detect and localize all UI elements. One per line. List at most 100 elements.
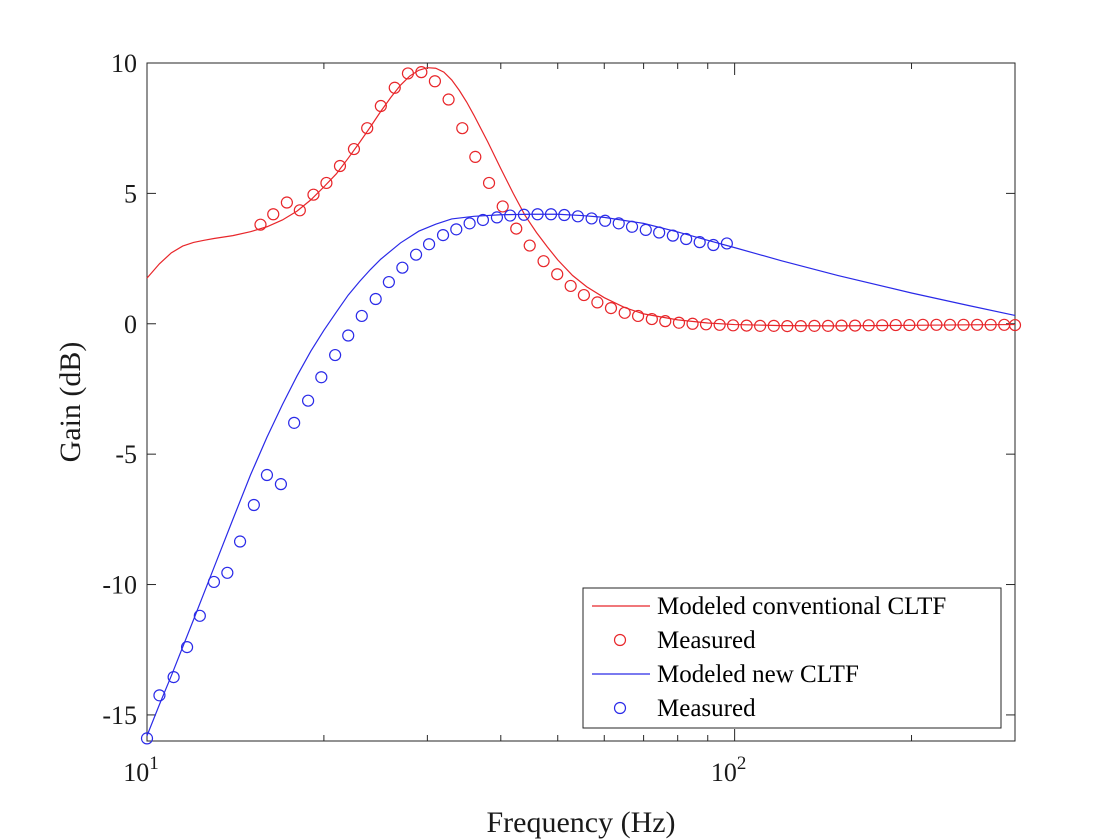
data-point [254, 218, 267, 231]
data-point [302, 394, 315, 407]
data-point [767, 319, 780, 332]
data-point [267, 208, 280, 221]
data-point [876, 319, 889, 332]
legend-marker-swatch [613, 633, 627, 647]
data-point [320, 176, 333, 190]
data-point [274, 478, 288, 491]
data-point [591, 296, 604, 309]
y-tick-label: 5 [124, 179, 137, 208]
data-point [537, 255, 550, 268]
data-point [604, 302, 618, 315]
data-point [957, 318, 970, 331]
data-point [631, 309, 645, 323]
data-point [293, 204, 306, 217]
data-point [523, 239, 536, 252]
series-3 [140, 208, 733, 745]
data-point [409, 248, 423, 261]
data-point [639, 223, 652, 236]
data-point [659, 315, 672, 328]
data-point [333, 159, 347, 173]
data-point [369, 292, 382, 306]
data-point [382, 275, 395, 289]
data-point [653, 226, 666, 239]
data-point [821, 319, 835, 332]
data-point [585, 212, 598, 225]
x-tick-label: 102 [711, 753, 747, 787]
x-tick-label: 101 [123, 753, 159, 787]
data-point [726, 319, 740, 332]
data-point [672, 316, 686, 329]
data-point [374, 99, 387, 113]
data-point [693, 236, 706, 249]
data-point [401, 67, 415, 80]
data-point [329, 348, 342, 362]
data-point [450, 223, 463, 236]
series-line [146, 67, 1016, 327]
data-point [943, 318, 957, 331]
data-point [288, 416, 301, 429]
data-point [207, 575, 221, 589]
data-point [713, 318, 726, 331]
data-point [504, 209, 517, 222]
legend-marker-swatch [613, 701, 627, 715]
x-tick-label-base: 10 [123, 758, 149, 787]
data-point [558, 208, 571, 222]
data-point [469, 150, 482, 163]
data-point [551, 268, 564, 281]
legend-box [582, 587, 1002, 729]
data-point [496, 200, 509, 213]
x-axis-title: Frequency (Hz) [486, 806, 675, 839]
data-point [889, 318, 902, 332]
data-point [355, 309, 368, 323]
data-point [916, 318, 929, 331]
data-point [930, 318, 943, 331]
data-point [686, 317, 699, 330]
data-point [645, 312, 658, 326]
data-point [544, 208, 558, 221]
data-point [970, 318, 984, 331]
data-point [260, 468, 274, 482]
series-line [146, 213, 1016, 737]
data-point [848, 319, 862, 332]
data-point [564, 279, 577, 293]
data-point [422, 238, 436, 251]
legend-entry: Modeled conventional CLTF [592, 593, 946, 620]
legend-entry: Modeled new CLTF [592, 661, 859, 688]
data-point [984, 318, 997, 331]
y-tick-label: -10 [102, 571, 137, 600]
data-point [233, 535, 247, 548]
data-point [347, 142, 361, 156]
data-point [720, 237, 733, 250]
data-point [428, 75, 442, 88]
data-point [153, 689, 166, 702]
x-tick-label-base: 10 [711, 758, 737, 787]
data-point [754, 319, 767, 332]
data-point [517, 208, 531, 221]
data-point [531, 208, 544, 221]
data-point [740, 319, 753, 332]
data-point [307, 188, 320, 201]
data-point [490, 211, 504, 224]
data-point [1008, 318, 1022, 332]
data-point [680, 232, 693, 246]
x-tick-label-exponent: 1 [149, 753, 159, 774]
data-point [903, 318, 916, 332]
data-point [361, 122, 374, 135]
data-point [666, 229, 679, 242]
series-1 [254, 66, 1022, 333]
legend-label: Modeled new CLTF [657, 661, 859, 688]
data-point [862, 319, 875, 332]
legend-label: Measured [657, 627, 756, 654]
data-point [167, 671, 180, 684]
legend-label: Modeled conventional CLTF [657, 593, 946, 620]
data-point [794, 320, 807, 333]
legend: Modeled conventional CLTF Measured Modeled… [582, 587, 1002, 729]
data-point [247, 498, 260, 512]
data-point [415, 66, 428, 79]
data-point [707, 238, 720, 252]
data-point [456, 122, 469, 135]
y-tick-label: 10 [111, 49, 137, 78]
data-point [280, 196, 293, 209]
